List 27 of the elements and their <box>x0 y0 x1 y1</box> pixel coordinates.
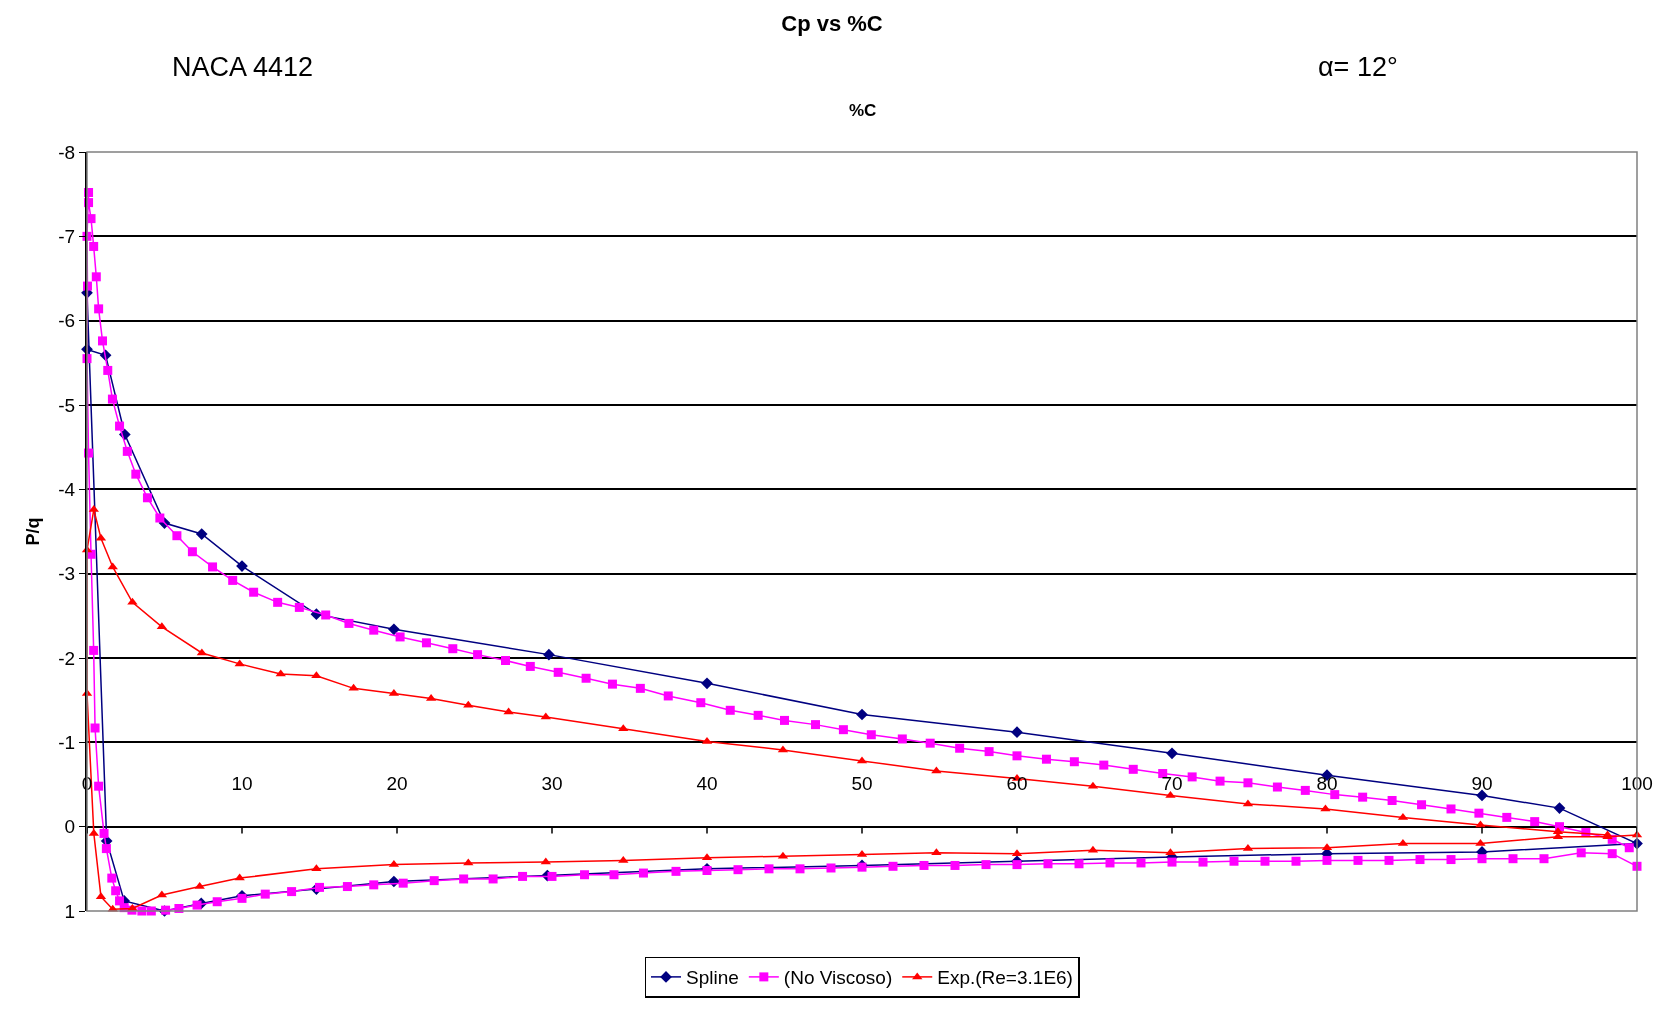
y-axis-title: P/q <box>22 517 43 546</box>
x-tick-label: 50 <box>851 772 873 794</box>
x-axis-title: %C <box>849 101 877 120</box>
text: α= 12° <box>1318 52 1398 82</box>
text: NACA 4412 <box>172 52 314 82</box>
y-tick-label: -5 <box>58 394 76 416</box>
y-tick-label: 1 <box>64 900 76 922</box>
x-tick-label: 30 <box>541 772 563 794</box>
legend-label: Spline <box>686 967 739 989</box>
y-tick-label: -3 <box>58 563 76 585</box>
x-tick-label: 100 <box>1621 772 1653 794</box>
x-tick-label: 20 <box>386 772 408 794</box>
legend-label: (No Viscoso) <box>783 967 893 989</box>
y-tick-label: -6 <box>58 310 76 332</box>
y-tick-label: -8 <box>58 141 76 163</box>
y-tick-label: -4 <box>58 478 76 500</box>
y-tick-label: 0 <box>64 816 76 838</box>
x-tick-label: 40 <box>696 772 718 794</box>
x-tick-label: 10 <box>231 772 253 794</box>
y-tick-label: -1 <box>58 731 76 753</box>
x-tick-label: 80 <box>1316 772 1338 794</box>
x-tick-label: 70 <box>1161 772 1183 794</box>
chart-title: Cp vs %C <box>781 10 883 36</box>
y-tick-label: -7 <box>58 225 76 247</box>
x-tick-label: 90 <box>1471 772 1493 794</box>
legend-label: Exp.(Re=3.1E6) <box>937 967 1073 989</box>
y-tick-label: -2 <box>58 647 76 669</box>
